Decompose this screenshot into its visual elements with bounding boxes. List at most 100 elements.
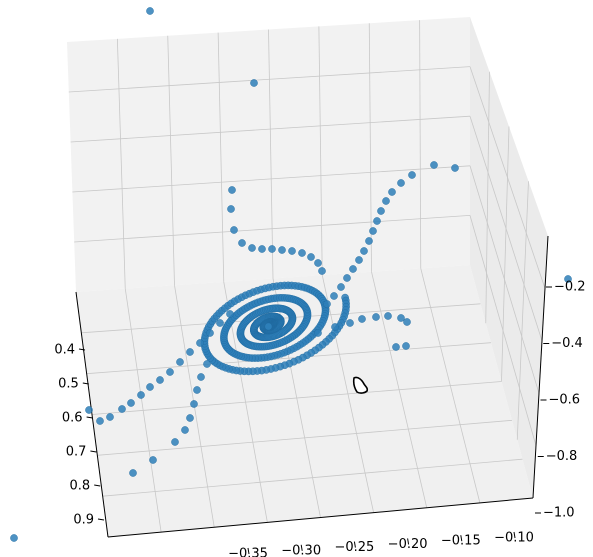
data-point (203, 360, 211, 368)
right-axis-ticks: −0.2 −0.4 −0.6 −0.8 −1.0 (535, 280, 586, 521)
grid-line (70, 115, 471, 143)
data-point (373, 217, 381, 225)
bottom-axis-ticks: −0.35 −0.30 −0.25 −0.20 −0.15 −0.10 (228, 531, 534, 557)
scatter-points (10, 7, 572, 542)
left-axis-line (75, 291, 109, 538)
grid-line (501, 126, 510, 382)
right-tick-label: −0.8 (546, 449, 578, 464)
floor-pane (76, 265, 533, 537)
data-point (85, 406, 93, 414)
data-point (318, 267, 326, 275)
bottom-axis-line (107, 497, 534, 538)
grid-line (91, 381, 502, 415)
data-point (288, 247, 296, 255)
data-point (197, 373, 205, 381)
data-point (408, 171, 416, 179)
data-point (343, 274, 351, 282)
bottom-tick-label: −0.25 (334, 540, 374, 555)
data-point (264, 322, 273, 331)
data-point (193, 386, 201, 394)
data-point (166, 368, 174, 376)
data-point (307, 253, 315, 261)
data-point (372, 313, 380, 321)
data-point (156, 376, 164, 384)
data-point (298, 249, 306, 257)
data-point (346, 319, 354, 327)
data-point (314, 329, 322, 337)
data-point (402, 342, 410, 350)
data-point (146, 7, 154, 15)
data-point (227, 205, 235, 213)
left-tick-mark (82, 382, 89, 385)
bottom-tick-label: −0.15 (441, 534, 481, 549)
data-point (181, 426, 189, 434)
grid-line (68, 66, 471, 93)
data-point (397, 314, 405, 322)
left-tick-label: 0.5 (58, 377, 79, 392)
data-point (238, 239, 246, 247)
data-point (171, 438, 179, 446)
bottom-tick-mark (353, 541, 356, 548)
data-point (258, 245, 266, 253)
hand-cursor-icon (352, 376, 369, 394)
data-point (337, 283, 345, 291)
bottom-tick-mark (513, 531, 516, 539)
data-point (216, 319, 224, 327)
data-point (176, 358, 184, 366)
bottom-tick-label: −0.35 (228, 547, 268, 557)
data-point (314, 259, 322, 267)
data-point (196, 339, 204, 347)
left-tick-label: 0.7 (66, 445, 87, 460)
grid-line (72, 165, 471, 193)
bottom-tick-mark (460, 535, 463, 542)
grid-line (217, 32, 225, 282)
data-point (330, 292, 338, 300)
grid-line (102, 458, 523, 497)
data-point (564, 275, 572, 283)
data-point (278, 246, 286, 254)
data-point (331, 323, 339, 331)
left-tick-label: 0.8 (70, 479, 91, 494)
grid-line (116, 38, 126, 289)
data-point (228, 186, 236, 194)
bottom-tick-label: −0.10 (494, 531, 534, 546)
grid-line (318, 26, 323, 276)
data-point (323, 300, 331, 308)
data-point (268, 245, 276, 253)
bottom-tick-label: −0.20 (388, 537, 428, 552)
bottom-tick-mark (407, 538, 410, 545)
data-point (355, 256, 363, 264)
left-tick-label: 0.9 (73, 513, 94, 528)
data-point (388, 188, 396, 196)
data-point (369, 227, 377, 235)
data-point (360, 247, 368, 255)
data-point (127, 399, 135, 407)
data-point (384, 312, 392, 320)
grid-line (97, 419, 513, 456)
data-point (392, 343, 400, 351)
data-point (358, 315, 366, 323)
bottom-tick-label: −0.30 (281, 543, 321, 557)
data-point (186, 414, 194, 422)
left-tick-mark (97, 518, 105, 521)
data-point (137, 391, 145, 399)
grid-line (419, 20, 422, 269)
data-point (118, 405, 126, 413)
data-point (403, 318, 411, 326)
left-tick-mark (86, 416, 93, 419)
data-point (365, 237, 373, 245)
data-point (206, 329, 214, 337)
back-pane-wall (67, 17, 470, 292)
data-point (451, 164, 459, 172)
data-point (149, 456, 157, 464)
right-pane-wall (470, 17, 548, 498)
data-point (397, 179, 405, 187)
right-axis-line (532, 235, 549, 499)
data-point (226, 310, 234, 318)
left-axis-ticks: 0.4 0.5 0.6 0.7 0.8 0.9 (54, 343, 105, 528)
data-point (377, 207, 385, 215)
left-tick-mark (78, 348, 86, 351)
data-point (186, 348, 194, 356)
grid-line (485, 71, 490, 324)
